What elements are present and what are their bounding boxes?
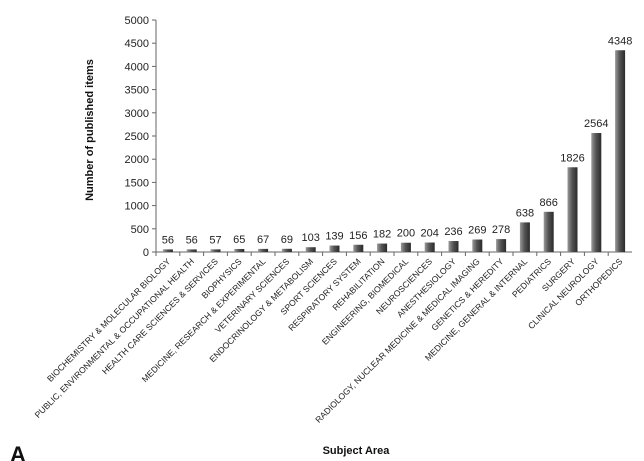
data-label: 57: [209, 234, 221, 246]
y-tick-label: 0: [143, 247, 149, 259]
data-label: 4348: [608, 35, 632, 47]
data-label: 204: [421, 228, 439, 240]
data-label: 65: [233, 234, 245, 246]
bar: [567, 167, 578, 252]
bar: [329, 245, 340, 252]
data-label: 2564: [584, 118, 608, 130]
y-tick-label: 4500: [125, 38, 149, 50]
bar: [377, 243, 388, 252]
y-tick-label: 4000: [125, 61, 149, 73]
plot-area: 0 500 1000 1500 2000 2500 3000 3500 4000 4500 5000…: [33, 15, 633, 425]
y-tick-label: 2000: [125, 154, 149, 166]
y-tick-label: 2500: [125, 131, 149, 143]
data-label: 156: [349, 230, 367, 242]
data-label: 278: [492, 224, 510, 236]
y-tick-label: 3000: [125, 108, 149, 120]
bar: [234, 248, 245, 252]
data-label: 103: [302, 232, 320, 244]
bar: [591, 133, 602, 252]
data-label: 67: [257, 234, 269, 246]
y-tick-label: 3500: [125, 85, 149, 97]
bar: [281, 248, 292, 252]
data-label: 236: [444, 226, 462, 238]
bar: [258, 248, 269, 252]
bar: [448, 241, 459, 252]
data-label: 1826: [560, 152, 584, 164]
bar: [496, 239, 507, 252]
bar: [543, 211, 554, 252]
bar: [210, 249, 221, 252]
data-label: 56: [162, 234, 174, 246]
data-label: 56: [186, 234, 198, 246]
data-label: 638: [516, 207, 534, 219]
bar: [400, 242, 411, 252]
data-label: 200: [397, 228, 415, 240]
bar: [472, 239, 483, 252]
y-axis-title: Number of published items: [84, 59, 96, 201]
panel-label: A: [10, 442, 26, 461]
data-label: 182: [373, 229, 391, 241]
bar: [519, 222, 530, 252]
y-tick-label: 1500: [125, 177, 149, 189]
bar: [305, 247, 316, 252]
category-label: PUBLIC, ENVIRONMENTAL & OCCUPATIONAL HEA…: [33, 256, 197, 420]
data-label: 69: [281, 234, 293, 246]
data-label: 269: [468, 225, 486, 237]
y-tick-label: 5000: [125, 15, 149, 27]
x-axis-title: Subject Area: [323, 445, 391, 457]
bar: [424, 242, 435, 252]
data-label: 139: [325, 231, 343, 243]
bar: [162, 249, 173, 252]
y-tick-label: 1000: [125, 201, 149, 213]
data-label: 866: [540, 197, 558, 209]
bar: [186, 249, 197, 252]
y-tick-label: 500: [131, 224, 149, 236]
bar: [353, 244, 364, 252]
bar: [615, 50, 626, 252]
